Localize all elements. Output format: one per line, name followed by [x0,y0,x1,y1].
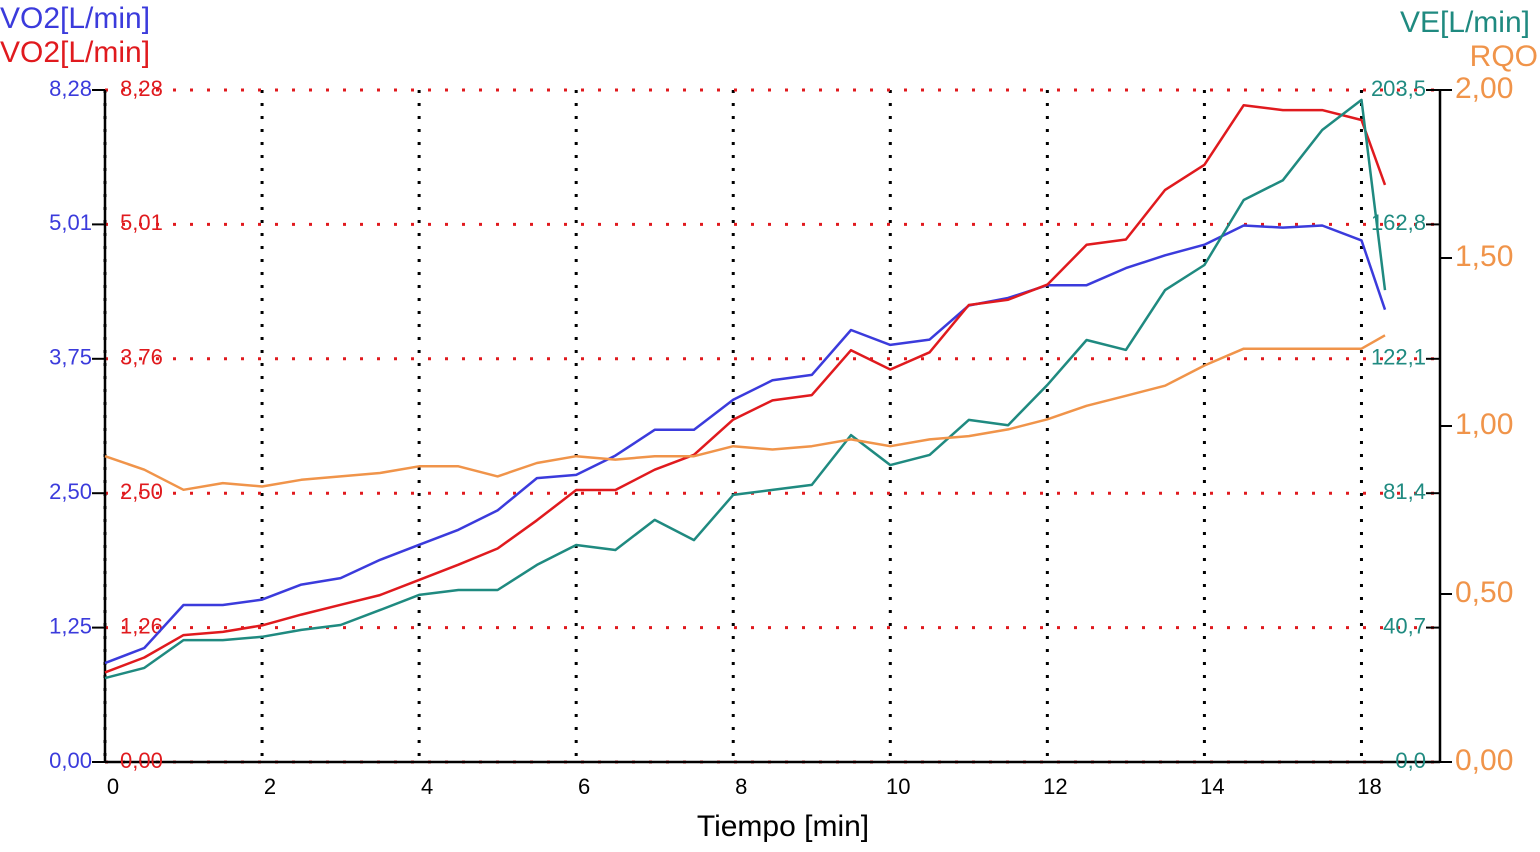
x-tick-label: 18 [1357,774,1381,799]
x-tick-label: 0 [107,774,119,799]
series-line [104,98,1387,680]
y4-tick-label: 2,00 [1455,72,1513,105]
y4-tick-label: 1,50 [1455,240,1513,273]
x-tick-label: 2 [264,774,276,799]
y3-tick-label: 40,7 [1383,613,1426,638]
y-tick-label: 0,00 [49,748,92,773]
y4-tick-label: 0,00 [1455,744,1513,777]
y2-axis-title: VO2[L/min] [0,36,150,69]
y4-axis-title: RQO [1470,40,1538,73]
y3-tick-label: 162,8 [1371,210,1426,235]
y3-axis-title: VE[L/min] [1400,6,1530,39]
y2-tick-label: 8,28 [120,76,163,101]
y-tick-label: 1,25 [49,613,92,638]
series-line [104,224,1387,665]
y2-tick-label: 3,76 [120,345,163,370]
y-tick-label: 5,01 [49,210,92,235]
y4-tick-label: 1,00 [1455,408,1513,441]
series-line [104,334,1386,492]
y2-tick-label: 2,50 [120,479,163,504]
y-tick-label: 2,50 [49,479,92,504]
x-tick-label: 4 [421,774,433,799]
y3-tick-label: 81,4 [1383,479,1426,504]
x-tick-label: 12 [1043,774,1067,799]
y3-tick-label: 203,5 [1371,76,1426,101]
y4-tick-label: 0,50 [1455,576,1513,609]
y-tick-label: 8,28 [49,76,92,101]
x-tick-label: 14 [1200,774,1224,799]
x-tick-label: 6 [578,774,590,799]
x-tick-label: 8 [735,774,747,799]
y2-tick-label: 5,01 [120,210,163,235]
x-axis-title: Tiempo [min] [697,810,869,843]
y3-tick-label: 122,1 [1371,345,1426,370]
y3-tick-label: 0,0 [1395,748,1426,773]
y-tick-label: 3,75 [49,345,92,370]
series-line [104,103,1387,674]
x-tick-label: 10 [886,774,910,799]
y-axis-title: VO2[L/min] [0,2,150,35]
y2-tick-label: 0,00 [120,748,163,773]
